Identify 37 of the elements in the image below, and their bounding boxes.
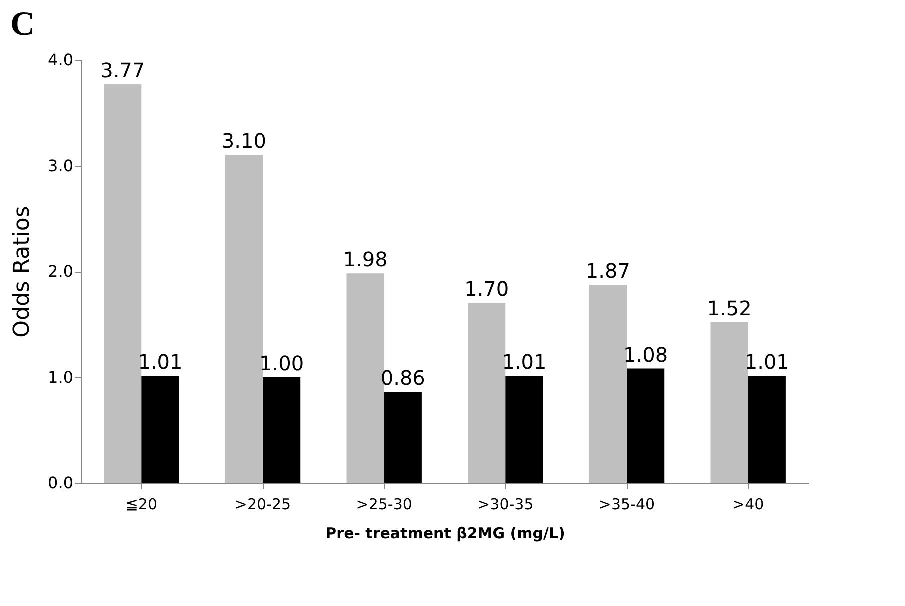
bar (104, 84, 142, 483)
bar (748, 376, 786, 483)
x-tick-label: >40 (732, 496, 764, 514)
bar (589, 285, 627, 483)
data-label: 1.52 (707, 296, 752, 320)
data-label: 1.98 (343, 248, 388, 272)
y-tick-label: 1.0 (48, 368, 74, 387)
x-axis-title: Pre- treatment β2MG (mg/L) (326, 524, 566, 542)
data-label: 3.10 (222, 129, 266, 154)
y-tick-label: 0.0 (48, 474, 74, 492)
x-tick-label: ≦20 (126, 496, 158, 514)
x-tick-label: >30-35 (478, 496, 534, 514)
data-label: 1.01 (744, 350, 790, 374)
data-label: 1.70 (464, 277, 510, 302)
y-tick-label: 3.0 (48, 156, 74, 176)
chart-title: C (10, 6, 36, 43)
data-label: 1.01 (502, 350, 547, 374)
y-tick-label: 2.0 (48, 262, 74, 281)
bar (225, 155, 263, 483)
bar (142, 376, 180, 483)
bar (506, 376, 544, 483)
x-tick-label: >20-25 (234, 496, 292, 514)
data-label: 1.87 (586, 259, 630, 284)
bar (263, 377, 301, 483)
x-tick-label: >25-30 (356, 496, 412, 514)
data-label: 1.08 (624, 342, 668, 367)
data-label: 1.00 (260, 351, 304, 376)
x-tick-label: >35-40 (598, 496, 656, 514)
y-axis-title: Odds Ratios (10, 206, 36, 338)
y-tick-label: 4.0 (48, 50, 74, 70)
bar (468, 303, 506, 483)
bar (627, 368, 665, 483)
data-label: 1.01 (138, 350, 183, 374)
data-label: 3.77 (100, 58, 146, 82)
bar (710, 322, 748, 483)
data-label: 0.86 (380, 366, 426, 390)
bar (384, 392, 422, 483)
